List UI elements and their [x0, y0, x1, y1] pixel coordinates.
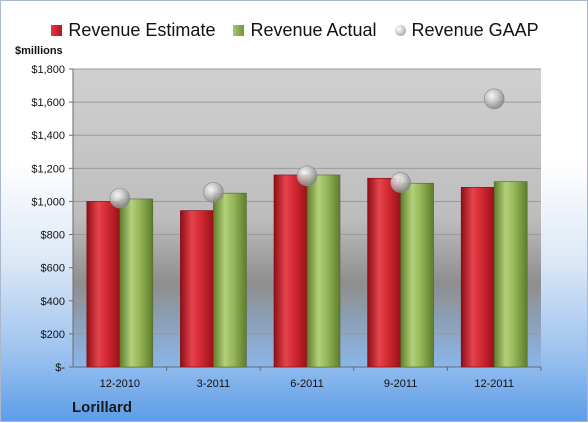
- gaap-marker: [296, 165, 318, 187]
- legend-label-estimate: Revenue Estimate: [68, 19, 216, 40]
- y-tick-label: $800: [41, 230, 65, 242]
- estimate-bar: [86, 201, 121, 368]
- x-tick-label: 12-2011: [474, 378, 514, 390]
- gaap-marker: [109, 187, 131, 209]
- gaap-marker: [390, 172, 411, 193]
- actual-bar: [213, 192, 247, 368]
- legend-marker-gaap: [394, 24, 406, 36]
- estimate-bar: [367, 177, 401, 368]
- company-name: Lorillard: [72, 399, 133, 416]
- actual-bar: [493, 181, 528, 368]
- legend-item-gaap: Revenue GAAP: [394, 19, 539, 41]
- estimate-bar: [273, 174, 308, 368]
- estimate-bar: [180, 210, 214, 368]
- y-tick-label: $1,600: [31, 97, 65, 109]
- bars: [86, 174, 528, 368]
- x-tick-label: 12-2010: [100, 378, 140, 390]
- y-axis-unit-label: $millions: [15, 45, 63, 57]
- y-tick-label: $1,400: [31, 130, 65, 142]
- gaap-markers: [109, 88, 505, 209]
- estimate-bar: [460, 187, 495, 368]
- y-tick-label: $-: [55, 362, 65, 374]
- gaap-marker: [483, 88, 505, 110]
- actual-bar: [400, 182, 434, 368]
- y-tick-label: $1,800: [31, 64, 65, 76]
- legend-item-actual: Revenue Actual: [233, 19, 377, 41]
- x-tick-label: 3-2011: [197, 378, 230, 390]
- x-tick-label: 6-2011: [290, 378, 323, 390]
- x-axis-ticks: 12-2010 3-2011 6-2011 9-2011 12-2011: [100, 367, 542, 390]
- y-axis-ticks: $- $200 $400 $600 $800 $1,000 $1,200 $1,400 $1,6…: [31, 64, 65, 374]
- gaap-marker: [203, 182, 224, 203]
- chart-legend: Revenue Estimate Revenue Actual Revenue …: [1, 18, 588, 42]
- y-tick-label: $600: [41, 263, 65, 275]
- x-tick-label: 9-2011: [384, 378, 417, 390]
- legend-label-gaap: Revenue GAAP: [411, 19, 539, 40]
- legend-item-estimate: Revenue Estimate: [51, 20, 215, 41]
- y-tick-label: $400: [41, 296, 65, 308]
- y-tick-label: $1,200: [31, 163, 65, 175]
- legend-swatch-estimate: [51, 24, 63, 36]
- y-tick-label: $1,000: [31, 196, 65, 208]
- actual-bar: [119, 198, 154, 368]
- legend-label-actual: Revenue Actual: [250, 19, 377, 40]
- y-tick-label: $200: [41, 329, 65, 341]
- actual-bar: [306, 174, 341, 368]
- legend-swatch-actual: [233, 24, 245, 36]
